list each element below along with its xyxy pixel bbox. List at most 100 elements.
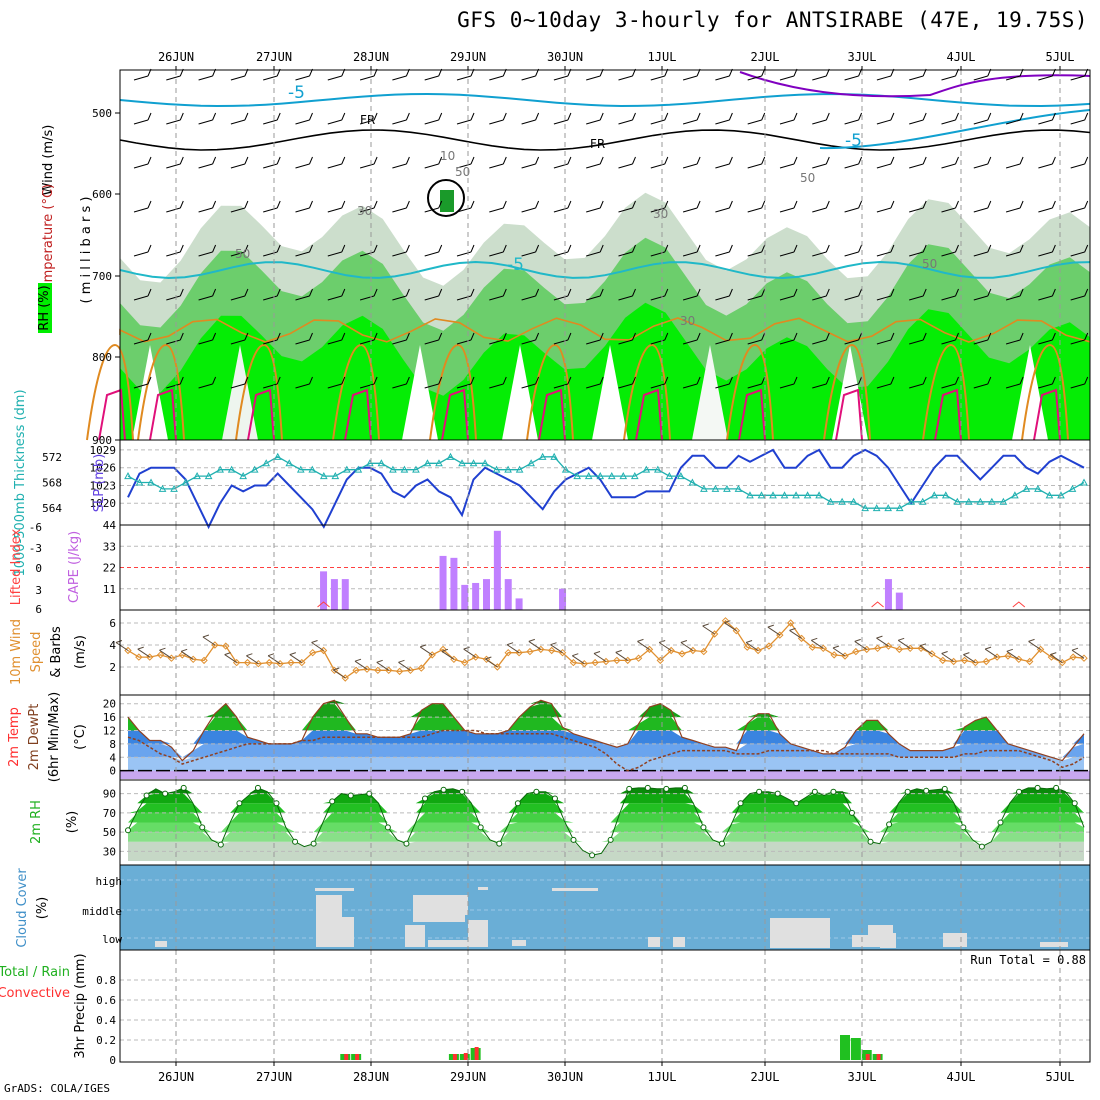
- rh2m-marker: [199, 824, 206, 831]
- thickness-marker: [607, 472, 616, 480]
- precip-ytick-label: 0.4: [96, 1014, 116, 1027]
- wind-barb: [909, 244, 927, 257]
- thickness-marker: [619, 472, 628, 480]
- wind-barb: [715, 200, 733, 213]
- thickness-marker: [884, 504, 893, 512]
- cape-bar: [450, 557, 458, 610]
- wind-barb-10m: [1006, 648, 1020, 660]
- rh2m-marker: [459, 788, 466, 795]
- rh2m-marker: [273, 800, 280, 807]
- rh2m-marker: [867, 838, 874, 845]
- date-label-top: 1JUL: [648, 50, 677, 64]
- contour-label: 10: [440, 149, 455, 163]
- wind-barb: [941, 156, 959, 169]
- rh2m-marker: [180, 784, 187, 791]
- thickness-marker: [746, 491, 754, 499]
- wind-barb-10m: [832, 645, 846, 657]
- wind-barb: [715, 288, 733, 301]
- wind-barb: [263, 156, 281, 169]
- precip-panel-frame: [119, 949, 1091, 1063]
- wind-barb: [941, 244, 959, 257]
- cloud-block: [552, 888, 598, 891]
- thickness-marker: [273, 452, 282, 460]
- precip-convective-bar: [452, 1054, 457, 1060]
- thickness-marker: [700, 484, 708, 492]
- wind-barb: [392, 376, 410, 389]
- slp-axis-label: SLP (mb): [92, 454, 107, 513]
- cape-bar: [341, 579, 349, 610]
- wind-axis-label-a: 10m Wind: [9, 619, 24, 685]
- wind-barb: [553, 332, 572, 345]
- wind-barb: [844, 288, 863, 301]
- wind-barb: [230, 244, 249, 257]
- temp-contour-hot: [149, 388, 177, 441]
- wind-barb: [553, 244, 572, 257]
- wind-barb-10m: [876, 635, 889, 647]
- wind-barb: [456, 288, 475, 301]
- rh2m-fill-band: [128, 832, 1084, 842]
- rh2m-marker: [217, 841, 224, 848]
- thickness-marker: [308, 465, 317, 473]
- thickness-marker: [815, 491, 823, 499]
- thickness-marker: [584, 472, 593, 480]
- wind-barb: [747, 244, 766, 257]
- wind-barb: [198, 200, 217, 213]
- cloud-block: [315, 888, 341, 891]
- wind-barb: [876, 200, 895, 213]
- thickness-marker: [895, 504, 904, 512]
- upper-axis-millibars: ( m i l l i b a r s ): [79, 197, 94, 304]
- thickness-marker: [135, 478, 144, 486]
- thickness-marker: [481, 459, 489, 467]
- wind-barb-10m: [767, 624, 781, 636]
- wind-speed-marker: [287, 658, 295, 667]
- upper-axis-wind: Wind (m/s): [41, 125, 56, 196]
- wind-barb: [812, 288, 830, 301]
- wind-barb: [521, 112, 540, 125]
- wind-speed-marker: [1004, 652, 1012, 660]
- wind-speed-marker: [222, 642, 230, 650]
- wind-barb: [553, 288, 572, 301]
- wind-barb: [909, 376, 927, 389]
- rh2m-marker: [440, 786, 447, 793]
- wind-barb: [166, 156, 184, 169]
- rh2m-marker: [719, 840, 726, 847]
- rh2m-marker: [1071, 800, 1078, 807]
- wind-speed-marker: [960, 656, 969, 665]
- thickness-marker: [688, 478, 697, 486]
- wind-barb-10m: [485, 656, 498, 668]
- temp-contour-warm: [332, 343, 380, 441]
- wind-barb: [489, 244, 507, 257]
- wind-barb: [973, 376, 992, 389]
- wind-barb-10m: [224, 652, 237, 664]
- thickness-marker: [1011, 491, 1019, 499]
- cloud-block: [340, 917, 354, 947]
- temp-line: [127, 699, 1085, 762]
- wind-speed-marker: [591, 658, 599, 667]
- cloud-block: [340, 888, 354, 891]
- thickness-marker: [319, 472, 328, 480]
- wind-barb: [618, 156, 636, 169]
- wind-barb: [715, 244, 733, 257]
- rh2m-marker: [236, 800, 243, 807]
- cape-ytick-label: 33: [103, 540, 116, 553]
- wind-barb: [682, 112, 701, 125]
- cape-bar: [483, 579, 490, 610]
- wind-barb: [198, 112, 217, 125]
- wind-barb: [779, 332, 798, 345]
- wind-barb: [133, 244, 152, 257]
- date-label-bottom: 4JUL: [947, 1070, 976, 1084]
- rh2m-marker: [310, 840, 317, 847]
- contour-label: FR: [360, 113, 375, 127]
- thickness-marker: [907, 497, 916, 505]
- wind-barb: [295, 332, 313, 345]
- temp-contour-cold-violet: [739, 71, 1091, 98]
- temp-contour-hot: [247, 388, 275, 441]
- li-axis-label: Lifted Index: [9, 528, 24, 605]
- temp-contour-warm: [86, 343, 134, 441]
- rh2m-ytick-label: 50: [103, 826, 116, 839]
- wind-barb: [715, 112, 733, 125]
- wind-barb: [133, 156, 152, 169]
- rh2m-marker: [384, 824, 391, 831]
- wind-barb: [1070, 376, 1089, 389]
- contour-label: 50: [922, 257, 937, 271]
